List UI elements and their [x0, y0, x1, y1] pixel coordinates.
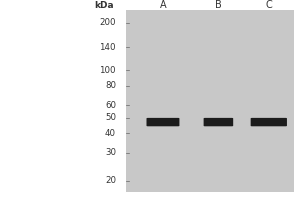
- Text: 40: 40: [105, 129, 116, 138]
- Text: 140: 140: [99, 43, 116, 52]
- Text: A: A: [160, 0, 166, 10]
- Text: 50: 50: [105, 113, 116, 122]
- Text: kDa: kDa: [94, 1, 114, 10]
- Text: 100: 100: [99, 66, 116, 75]
- FancyBboxPatch shape: [204, 118, 233, 126]
- Text: 60: 60: [105, 101, 116, 110]
- Text: 30: 30: [105, 148, 116, 157]
- FancyBboxPatch shape: [251, 118, 287, 126]
- Text: 80: 80: [105, 81, 116, 90]
- Text: C: C: [266, 0, 272, 10]
- Text: 200: 200: [99, 18, 116, 27]
- Text: 20: 20: [105, 176, 116, 185]
- Text: B: B: [215, 0, 222, 10]
- FancyBboxPatch shape: [146, 118, 179, 126]
